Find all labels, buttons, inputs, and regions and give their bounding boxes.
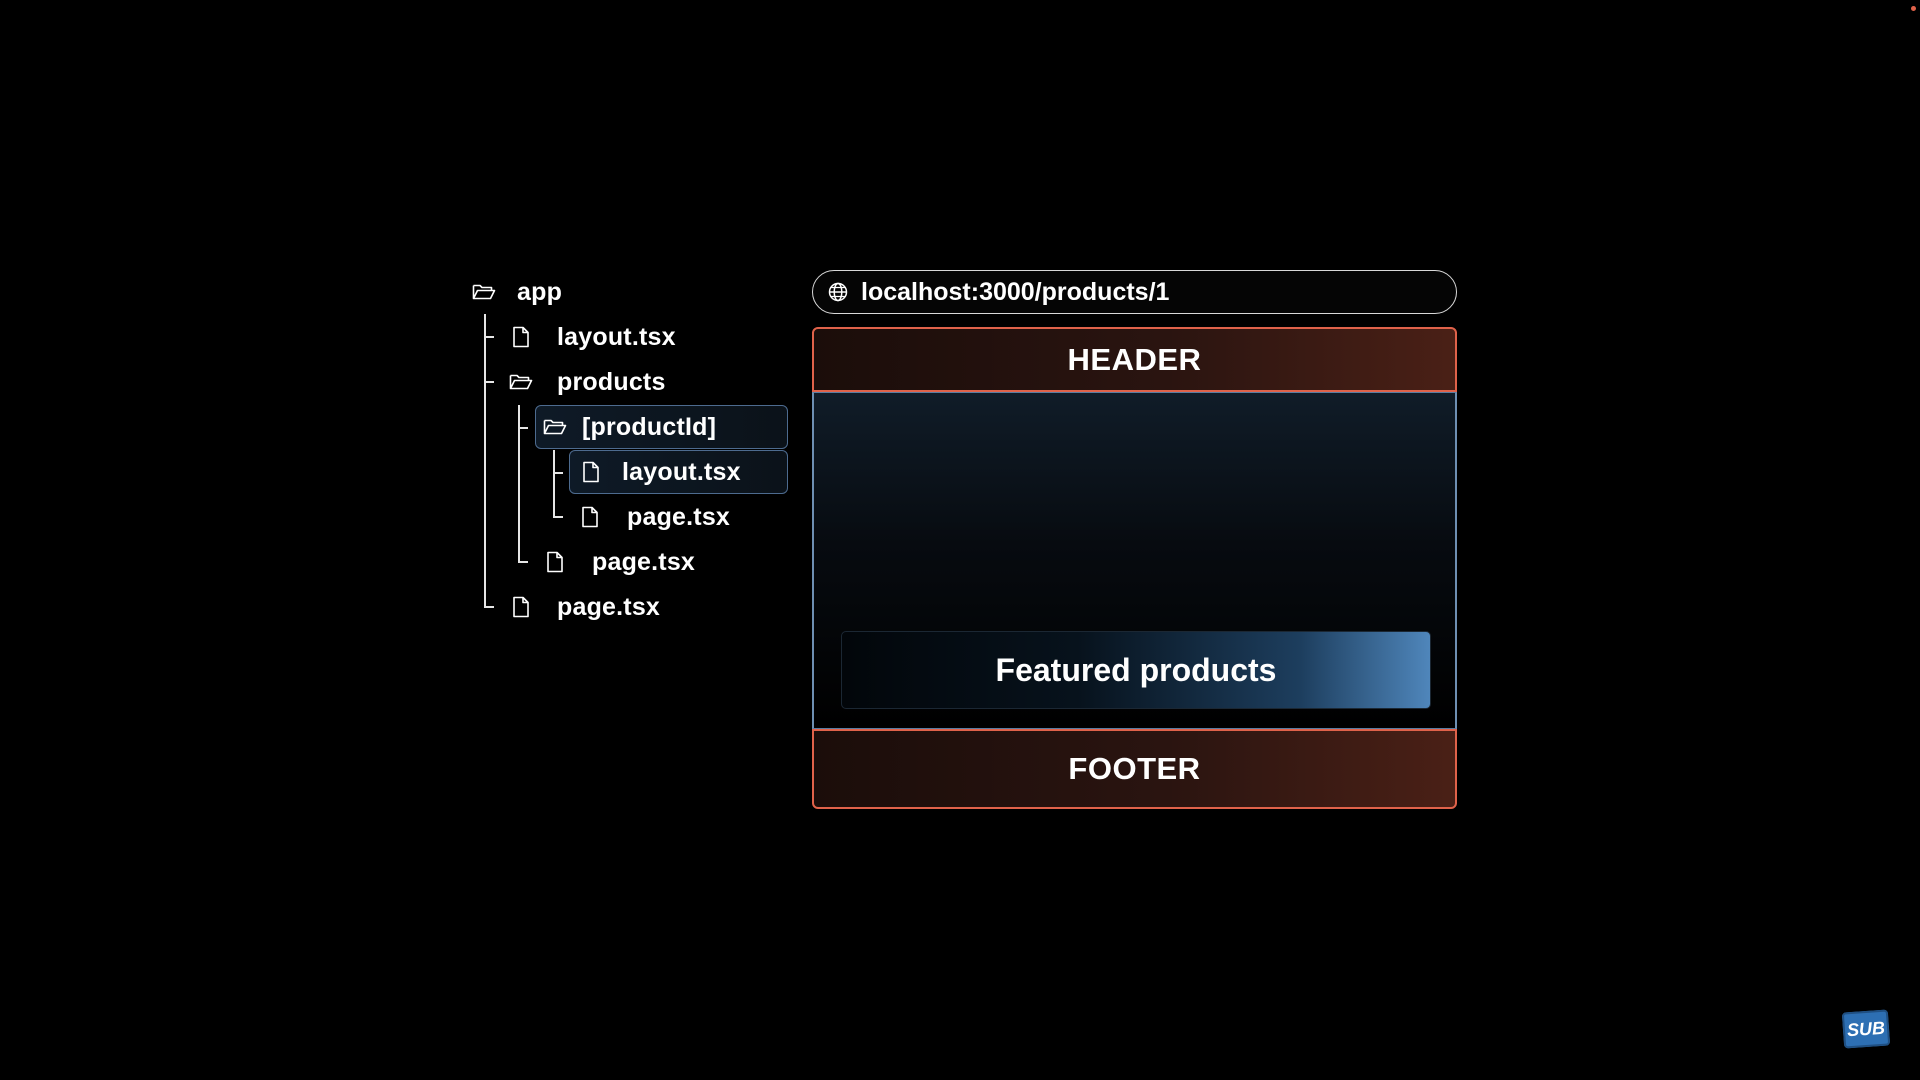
folder-open-icon xyxy=(508,369,534,395)
file-icon xyxy=(578,459,604,485)
page-layout-preview: HEADER Featured products FOOTER xyxy=(812,327,1457,809)
tree-line-productid xyxy=(553,450,555,518)
layout-footer: FOOTER xyxy=(812,729,1457,809)
tree-item-productid-layout-tsx[interactable]: layout.tsx xyxy=(569,450,788,494)
tree-line-app xyxy=(484,314,486,607)
tree-item-label: [productId] xyxy=(582,412,717,441)
layout-content: Featured products xyxy=(812,392,1457,729)
file-icon xyxy=(508,594,534,620)
tree-item-products-page-tsx[interactable]: page.tsx xyxy=(542,541,695,583)
tree-item-label: products xyxy=(557,367,666,396)
url-text: localhost:3000/products/1 xyxy=(861,277,1170,306)
tree-branch xyxy=(484,606,494,608)
header-label: HEADER xyxy=(1067,341,1202,377)
file-icon xyxy=(577,504,603,530)
folder-open-icon xyxy=(471,279,497,305)
tree-item-productid[interactable]: [productId] xyxy=(535,405,788,449)
file-icon xyxy=(542,549,568,575)
tree-item-productid-page-tsx[interactable]: page.tsx xyxy=(577,496,730,538)
tree-item-label: app xyxy=(517,277,563,306)
corner-dot xyxy=(1911,6,1916,11)
tree-item-label: page.tsx xyxy=(627,502,731,531)
address-bar[interactable]: localhost:3000/products/1 xyxy=(812,270,1457,314)
file-tree: app layout.tsx products [productId] layo xyxy=(0,0,820,700)
file-icon xyxy=(508,324,534,350)
tree-item-layout-tsx[interactable]: layout.tsx xyxy=(508,316,676,358)
tree-branch xyxy=(484,381,494,383)
tree-branch xyxy=(518,427,528,429)
folder-open-icon xyxy=(542,414,568,440)
tree-item-label: page.tsx xyxy=(592,547,696,576)
subscribe-badge[interactable]: SUB xyxy=(1841,1009,1891,1049)
tree-item-app-page-tsx[interactable]: page.tsx xyxy=(508,586,660,628)
tree-line-products xyxy=(518,405,520,563)
tree-item-label: layout.tsx xyxy=(557,322,676,351)
tree-item-label: layout.tsx xyxy=(622,457,741,486)
featured-products-block: Featured products xyxy=(841,631,1431,709)
featured-products-label: Featured products xyxy=(995,651,1277,688)
tree-branch xyxy=(518,561,528,563)
layout-header: HEADER xyxy=(812,327,1457,392)
tree-branch xyxy=(553,516,563,518)
tree-item-app[interactable]: app xyxy=(471,271,562,313)
globe-icon xyxy=(827,281,849,303)
tree-item-products[interactable]: products xyxy=(508,361,666,403)
tree-item-label: page.tsx xyxy=(557,592,661,621)
subscribe-badge-label: SUB xyxy=(1846,1017,1886,1040)
tree-branch xyxy=(553,472,563,474)
tree-branch xyxy=(484,336,494,338)
footer-label: FOOTER xyxy=(1068,751,1201,786)
